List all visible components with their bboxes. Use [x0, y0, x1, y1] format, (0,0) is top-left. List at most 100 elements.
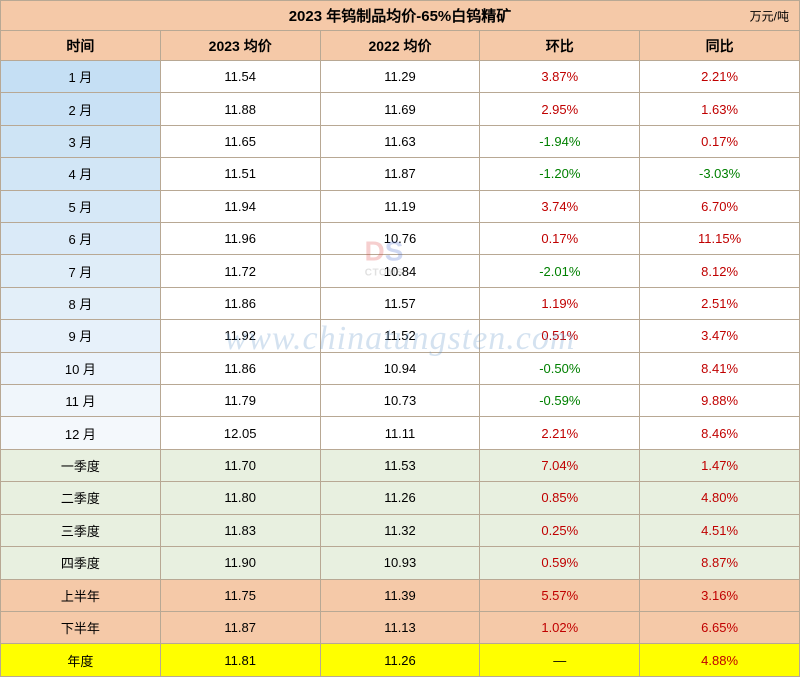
- table-row: 5 月11.9411.193.74%6.70%: [1, 190, 800, 222]
- price-2022-cell: 10.93: [320, 547, 480, 579]
- mom-cell: 3.87%: [480, 61, 640, 93]
- price-2023-cell: 11.80: [160, 482, 320, 514]
- price-2022-cell: 11.39: [320, 579, 480, 611]
- table-row: 2 月11.8811.692.95%1.63%: [1, 93, 800, 125]
- mom-cell: 3.74%: [480, 190, 640, 222]
- row-label: 一季度: [1, 449, 161, 481]
- table-row: 3 月11.6511.63-1.94%0.17%: [1, 125, 800, 157]
- table-row: 1 月11.5411.293.87%2.21%: [1, 61, 800, 93]
- mom-cell: —: [480, 644, 640, 677]
- row-label: 4 月: [1, 158, 161, 190]
- table-title: 2023 年钨制品均价-65%白钨精矿: [289, 8, 512, 25]
- mom-cell: 2.21%: [480, 417, 640, 449]
- table-row: 下半年11.8711.131.02%6.65%: [1, 611, 800, 643]
- yoy-cell: 9.88%: [640, 385, 800, 417]
- mom-cell: -1.94%: [480, 125, 640, 157]
- price-2022-cell: 11.13: [320, 611, 480, 643]
- price-table: 2023 年钨制品均价-65%白钨精矿 万元/吨 时间 2023 均价 2022…: [0, 0, 800, 677]
- row-label: 三季度: [1, 514, 161, 546]
- price-2023-cell: 11.86: [160, 287, 320, 319]
- yoy-cell: 4.88%: [640, 644, 800, 677]
- row-label: 12 月: [1, 417, 161, 449]
- yoy-cell: 11.15%: [640, 223, 800, 255]
- table-row: 4 月11.5111.87-1.20%-3.03%: [1, 158, 800, 190]
- price-2022-cell: 11.29: [320, 61, 480, 93]
- mom-cell: 2.95%: [480, 93, 640, 125]
- price-2023-cell: 11.88: [160, 93, 320, 125]
- table-row: 9 月11.9211.520.51%3.47%: [1, 320, 800, 352]
- price-2023-cell: 11.75: [160, 579, 320, 611]
- price-2023-cell: 11.51: [160, 158, 320, 190]
- header-row: 时间 2023 均价 2022 均价 环比 同比: [1, 31, 800, 61]
- price-2022-cell: 11.53: [320, 449, 480, 481]
- price-2023-cell: 12.05: [160, 417, 320, 449]
- row-label: 5 月: [1, 190, 161, 222]
- row-label: 上半年: [1, 579, 161, 611]
- mom-cell: -1.20%: [480, 158, 640, 190]
- table-row: 12 月12.0511.112.21%8.46%: [1, 417, 800, 449]
- row-label: 10 月: [1, 352, 161, 384]
- price-2022-cell: 11.69: [320, 93, 480, 125]
- yoy-cell: 8.12%: [640, 255, 800, 287]
- price-2022-cell: 11.63: [320, 125, 480, 157]
- yoy-cell: 2.51%: [640, 287, 800, 319]
- yoy-cell: 8.87%: [640, 547, 800, 579]
- yoy-cell: 8.46%: [640, 417, 800, 449]
- price-2023-cell: 11.81: [160, 644, 320, 677]
- yoy-cell: 1.47%: [640, 449, 800, 481]
- price-table-wrapper: 2023 年钨制品均价-65%白钨精矿 万元/吨 时间 2023 均价 2022…: [0, 0, 800, 677]
- table-title-cell: 2023 年钨制品均价-65%白钨精矿 万元/吨: [1, 1, 800, 31]
- yoy-cell: -3.03%: [640, 158, 800, 190]
- table-row: 三季度11.8311.320.25%4.51%: [1, 514, 800, 546]
- price-2022-cell: 11.57: [320, 287, 480, 319]
- price-2022-cell: 10.94: [320, 352, 480, 384]
- row-label: 2 月: [1, 93, 161, 125]
- price-2022-cell: 10.84: [320, 255, 480, 287]
- table-row: 11 月11.7910.73-0.59%9.88%: [1, 385, 800, 417]
- price-2023-cell: 11.94: [160, 190, 320, 222]
- mom-cell: 5.57%: [480, 579, 640, 611]
- row-label: 11 月: [1, 385, 161, 417]
- mom-cell: 7.04%: [480, 449, 640, 481]
- yoy-cell: 3.47%: [640, 320, 800, 352]
- row-label: 3 月: [1, 125, 161, 157]
- price-2022-cell: 11.87: [320, 158, 480, 190]
- price-2023-cell: 11.72: [160, 255, 320, 287]
- table-row: 一季度11.7011.537.04%1.47%: [1, 449, 800, 481]
- table-row: 8 月11.8611.571.19%2.51%: [1, 287, 800, 319]
- yoy-cell: 1.63%: [640, 93, 800, 125]
- price-2022-cell: 11.26: [320, 482, 480, 514]
- header-mom: 环比: [480, 31, 640, 61]
- mom-cell: 0.51%: [480, 320, 640, 352]
- yoy-cell: 2.21%: [640, 61, 800, 93]
- table-row: 二季度11.8011.260.85%4.80%: [1, 482, 800, 514]
- price-2022-cell: 11.19: [320, 190, 480, 222]
- table-row: 上半年11.7511.395.57%3.16%: [1, 579, 800, 611]
- price-2023-cell: 11.65: [160, 125, 320, 157]
- price-2023-cell: 11.79: [160, 385, 320, 417]
- price-2022-cell: 11.26: [320, 644, 480, 677]
- row-label: 1 月: [1, 61, 161, 93]
- header-yoy: 同比: [640, 31, 800, 61]
- row-label: 年度: [1, 644, 161, 677]
- price-2023-cell: 11.96: [160, 223, 320, 255]
- row-label: 7 月: [1, 255, 161, 287]
- row-label: 下半年: [1, 611, 161, 643]
- table-row: 7 月11.7210.84-2.01%8.12%: [1, 255, 800, 287]
- yoy-cell: 0.17%: [640, 125, 800, 157]
- title-row: 2023 年钨制品均价-65%白钨精矿 万元/吨: [1, 1, 800, 31]
- row-label: 9 月: [1, 320, 161, 352]
- price-2023-cell: 11.92: [160, 320, 320, 352]
- price-2022-cell: 11.32: [320, 514, 480, 546]
- yoy-cell: 8.41%: [640, 352, 800, 384]
- table-row: 年度11.8111.26—4.88%: [1, 644, 800, 677]
- table-row: 10 月11.8610.94-0.50%8.41%: [1, 352, 800, 384]
- price-2023-cell: 11.90: [160, 547, 320, 579]
- price-2022-cell: 11.52: [320, 320, 480, 352]
- mom-cell: -0.50%: [480, 352, 640, 384]
- row-label: 8 月: [1, 287, 161, 319]
- mom-cell: 0.25%: [480, 514, 640, 546]
- table-unit: 万元/吨: [750, 7, 789, 24]
- price-2022-cell: 11.11: [320, 417, 480, 449]
- mom-cell: -0.59%: [480, 385, 640, 417]
